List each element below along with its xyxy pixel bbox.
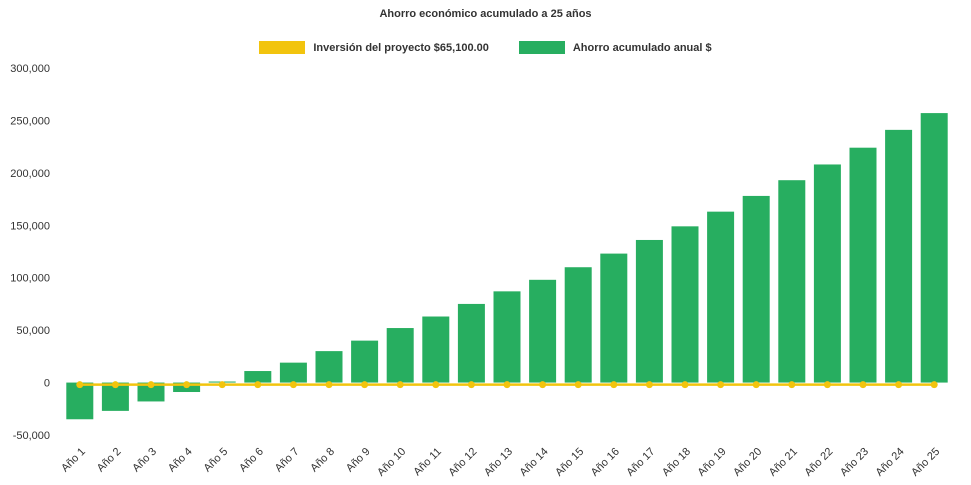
x-axis-label: Año 21 [767,446,800,479]
x-axis-label: Año 24 [874,446,907,479]
investment-line-marker [76,381,84,389]
investment-line-marker [218,381,226,389]
investment-line-marker [361,381,369,389]
bar-year-8 [315,351,343,383]
x-axis-label: Año 2 [95,446,124,475]
x-axis-label: Año 5 [202,446,231,475]
investment-line-marker [467,381,475,389]
x-axis-label: Año 3 [130,446,159,475]
bar-year-16 [600,253,628,383]
x-axis-label: Año 10 [375,446,408,479]
legend-swatch-investment-icon [259,41,306,54]
legend-item-investment: Inversión del proyecto $65,100.00 [259,41,489,54]
bar-year-21 [778,180,806,383]
investment-line-marker [503,381,511,389]
y-axis-label: 150,000 [10,220,50,232]
investment-line-marker [432,381,440,389]
bar-year-13 [493,291,521,383]
bar-year-19 [707,211,735,383]
bar-year-14 [529,279,557,383]
x-axis-label: Año 17 [624,446,657,479]
investment-line-marker [930,381,938,389]
x-axis-label: Año 9 [344,446,373,475]
investment-line-marker [254,381,262,389]
x-axis-label: Año 15 [553,446,586,479]
bar-year-20 [742,195,770,383]
x-axis-label: Año 1 [59,446,88,475]
legend-label-savings: Ahorro acumulado anual $ [572,41,712,54]
x-axis-label: Año 7 [273,446,302,475]
y-axis-label: 300,000 [10,63,50,75]
legend-swatch-savings-icon [518,41,565,54]
x-axis-label: Año 23 [838,446,871,479]
investment-line-marker [645,381,653,389]
investment-line-marker [823,381,831,389]
bar-year-18 [671,226,699,383]
bar-year-1 [66,382,94,420]
bar-year-17 [635,239,663,383]
x-axis-label: Año 20 [731,446,764,479]
investment-line-marker [895,381,903,389]
bar-year-11 [422,316,450,383]
y-axis-label: 50,000 [16,325,50,337]
investment-line-marker [752,381,760,389]
investment-line-marker [183,381,191,389]
x-axis-label: Año 18 [660,446,693,479]
bar-year-23 [849,147,877,383]
x-axis-label: Año 14 [518,446,551,479]
investment-line-marker [681,381,689,389]
x-axis-label: Año 6 [237,446,266,475]
investment-line-marker [717,381,725,389]
investment-line-marker [396,381,404,389]
bar-year-10 [386,328,414,383]
bar-year-6 [244,371,272,383]
investment-line-marker [610,381,618,389]
x-axis-label: Año 12 [446,446,479,479]
investment-line-marker [111,381,119,389]
bar-year-7 [279,362,307,383]
investment-line-marker [574,381,582,389]
x-axis-label: Año 11 [411,446,444,479]
x-axis-label: Año 13 [482,446,515,479]
bar-year-12 [457,303,485,383]
bar-year-15 [564,267,592,383]
y-axis-label: 200,000 [10,168,50,180]
legend-item-savings: Ahorro acumulado anual $ [518,41,712,54]
y-axis-label: -50,000 [13,430,50,442]
investment-line-marker [147,381,155,389]
bar-year-3 [137,382,165,402]
y-axis-label: 250,000 [10,115,50,127]
bar-year-9 [351,340,379,383]
x-axis-label: Año 19 [696,446,729,479]
y-axis-label: 100,000 [10,273,50,285]
bar-year-22 [813,164,841,383]
x-axis-label: Año 25 [909,446,942,479]
bar-year-24 [885,129,913,383]
x-axis-label: Año 22 [802,446,835,479]
investment-line-marker [859,381,867,389]
investment-line-marker [788,381,796,389]
chart-legend: Inversión del proyecto $65,100.00 Ahorro… [0,41,971,54]
x-axis-label: Año 8 [308,446,337,475]
investment-line-marker [325,381,333,389]
legend-label-investment: Inversión del proyecto $65,100.00 [313,41,489,54]
x-axis-label: Año 4 [166,446,195,475]
y-axis-label: 0 [44,378,50,390]
x-axis-label: Año 16 [589,446,622,479]
chart-title: Ahorro económico acumulado a 25 años [379,8,592,20]
bar-year-25 [920,113,948,383]
investment-line-marker [539,381,547,389]
investment-line-marker [289,381,297,389]
